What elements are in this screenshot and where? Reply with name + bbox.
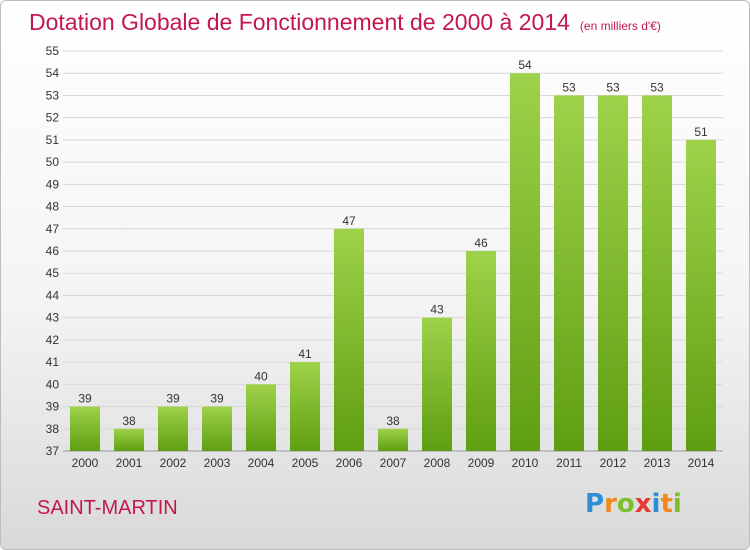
y-tick-label: 53 (46, 88, 60, 102)
data-label-2011: 53 (562, 80, 576, 94)
y-tick-label: 48 (46, 200, 60, 214)
data-label-2004: 40 (254, 369, 268, 383)
chart-subtitle: (en milliers d'€) (579, 19, 661, 33)
bar-2014 (686, 139, 716, 451)
y-tick-label: 37 (46, 444, 60, 458)
bar-2001 (114, 428, 144, 451)
logo-letter: i (672, 489, 682, 519)
data-label-2002: 39 (166, 392, 180, 406)
data-label-2003: 39 (210, 392, 224, 406)
data-label-2008: 43 (430, 303, 444, 317)
y-tick-label: 42 (46, 333, 60, 347)
x-tick-label-2009: 2009 (468, 456, 495, 470)
y-tick-label: 39 (46, 400, 60, 414)
x-tick-label-2002: 2002 (160, 456, 187, 470)
y-tick-label: 50 (46, 155, 60, 169)
bar-2012 (598, 95, 628, 451)
logo-letter: t (660, 489, 673, 519)
x-tick-label-2010: 2010 (512, 456, 539, 470)
y-tick-label: 45 (46, 266, 60, 280)
x-tick-label-2003: 2003 (204, 456, 231, 470)
x-tick-label-2001: 2001 (116, 456, 143, 470)
data-label-2012: 53 (606, 80, 620, 94)
y-tick-label: 54 (46, 66, 60, 80)
x-tick-label-2014: 2014 (688, 456, 715, 470)
bar-2008 (422, 317, 452, 451)
logo-letter: P (585, 489, 605, 519)
bar-2000 (70, 406, 100, 451)
x-tick-label-2012: 2012 (600, 456, 627, 470)
proxiti-logo: Proxiti (585, 489, 682, 519)
x-tick-label-2000: 2000 (72, 456, 99, 470)
bars (70, 73, 716, 451)
bar-2004 (246, 384, 276, 451)
x-tick-label-2008: 2008 (424, 456, 451, 470)
bar-2003 (202, 406, 232, 451)
x-tick-label-2005: 2005 (292, 456, 319, 470)
bar-2006 (334, 228, 364, 451)
y-tick-label: 43 (46, 311, 60, 325)
x-tick-label-2006: 2006 (336, 456, 363, 470)
chart-title-text: Dotation Globale de Fonctionnement de 20… (29, 9, 570, 35)
logo-letter: x (634, 489, 652, 519)
y-tick-label: 52 (46, 111, 60, 125)
data-labels: 39 38 39 39 40 41 47 38 43 46 54 53 53 53 51 (78, 58, 708, 428)
data-label-2014: 51 (694, 125, 708, 139)
y-tick-label: 47 (46, 222, 60, 236)
bar-2011 (554, 95, 584, 451)
data-label-2010: 54 (518, 58, 532, 72)
bar-2009 (466, 251, 496, 451)
data-label-2005: 41 (298, 347, 312, 361)
y-tick-label: 55 (46, 44, 60, 58)
x-tick-label-2011: 2011 (556, 456, 582, 470)
logo-letter: o (616, 489, 635, 519)
y-tick-label: 41 (46, 355, 60, 369)
data-label-2007: 38 (386, 414, 400, 428)
y-tick-label: 44 (46, 288, 60, 302)
data-label-2006: 47 (342, 214, 356, 228)
data-label-2001: 38 (122, 414, 136, 428)
y-axis-ticks: 37 38 39 40 41 42 43 44 45 46 47 48 49 50 51 52 53 54 55 (46, 44, 60, 458)
bar-2010 (510, 73, 540, 451)
data-label-2013: 53 (650, 80, 664, 94)
y-tick-label: 46 (46, 244, 60, 258)
y-tick-label: 49 (46, 177, 60, 191)
logo-letter: i (651, 489, 661, 519)
logo-letter: r (604, 489, 617, 519)
chart-title: Dotation Globale de Fonctionnement de 20… (29, 9, 661, 36)
bar-2005 (290, 362, 320, 451)
bar-2002 (158, 406, 188, 451)
data-label-2009: 46 (474, 236, 488, 250)
data-label-2000: 39 (78, 392, 92, 406)
y-tick-label: 40 (46, 377, 60, 391)
commune-name: SAINT-MARTIN (37, 497, 178, 519)
bar-2013 (642, 95, 672, 451)
x-axis-ticks: 2000 2001 2002 2003 2004 2005 2006 2007 2008 2009… (72, 456, 715, 470)
x-tick-label-2004: 2004 (248, 456, 275, 470)
y-tick-label: 38 (46, 422, 60, 436)
x-tick-label-2013: 2013 (644, 456, 671, 470)
x-tick-label-2007: 2007 (380, 456, 407, 470)
bar-2007 (378, 428, 408, 451)
y-tick-label: 51 (46, 133, 60, 147)
